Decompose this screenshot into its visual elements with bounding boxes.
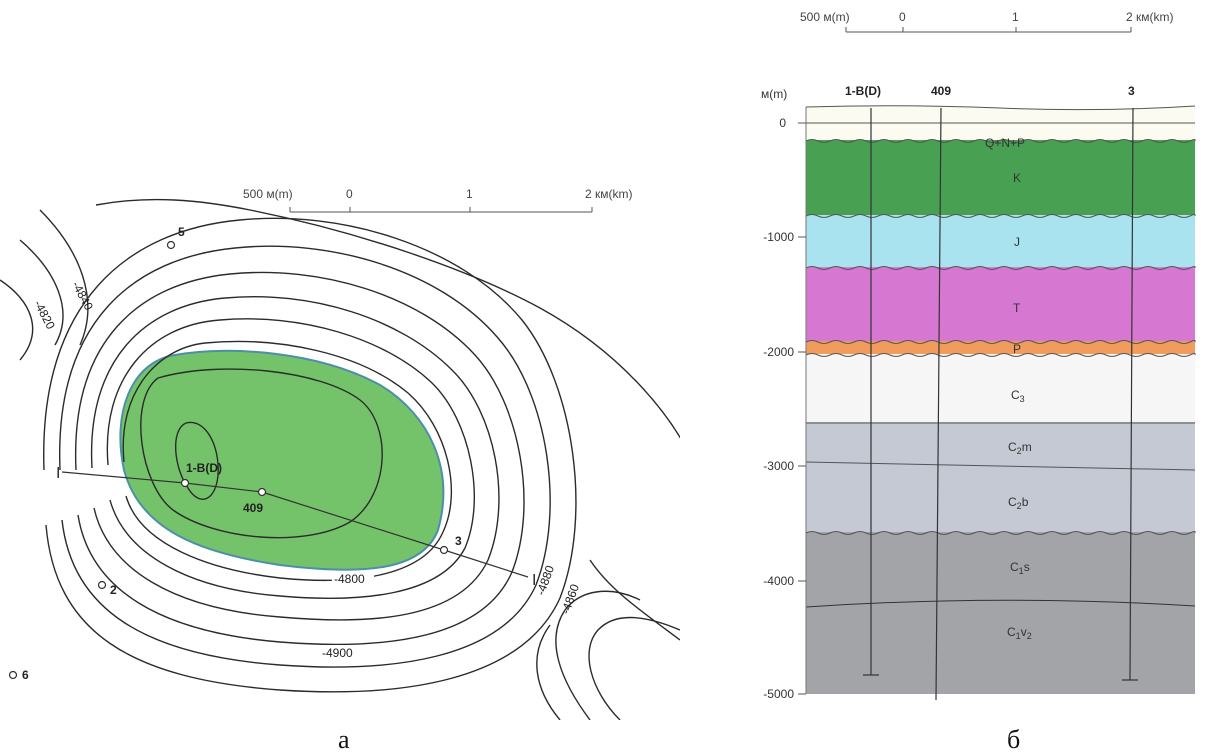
- well-marker-2: [97, 580, 107, 590]
- layer-K: [806, 140, 1195, 217]
- layer-T: [806, 267, 1195, 343]
- map-wells: [8, 240, 449, 680]
- map-scale-right-label: 2 км(km): [585, 187, 633, 201]
- layer-C1s-C1v2: [806, 532, 1195, 694]
- well-marker-6: [8, 670, 18, 680]
- panel-label-a: а: [338, 725, 350, 754]
- depth-tick-label: 0: [779, 116, 786, 130]
- well-label-3: 3: [455, 534, 462, 548]
- well-marker-3: [439, 545, 449, 555]
- depth-axis-unit: м(m): [761, 87, 787, 101]
- contour-label: -4900: [322, 646, 353, 660]
- layer-label-P: P: [1013, 342, 1021, 356]
- depth-tick-label: -4000: [763, 574, 794, 588]
- layer-label-T: T: [1013, 301, 1021, 315]
- well-label-6: 6: [22, 668, 29, 682]
- section-line-end-label: I: [532, 572, 536, 589]
- depth-tick-label: -1000: [763, 230, 794, 244]
- well-trace-409: [935, 107, 942, 701]
- map-scale-tick-1: 1: [466, 187, 473, 201]
- layer-label-K: K: [1013, 171, 1021, 185]
- section-well-label-409: 409: [931, 84, 951, 98]
- contour-lines: [0, 198, 680, 720]
- map-scale-left-label: 500 м(m): [243, 187, 293, 201]
- well-label-2: 2: [110, 583, 117, 597]
- contour-label: -4840: [69, 279, 96, 313]
- layer-label-C1v2: C1v2: [1007, 625, 1032, 641]
- well-marker-5: [166, 240, 176, 250]
- section-scale-left-label: 500 м(m): [800, 10, 850, 24]
- contour-label: -4880: [533, 563, 557, 597]
- layer-label-C2m: C2m: [1008, 440, 1032, 456]
- map-scale-bar: 500 м(m) 0 1 2 км(km): [243, 187, 633, 213]
- depth-tick-label: -5000: [763, 687, 794, 701]
- depth-tick-label: -3000: [763, 459, 794, 473]
- well-label-5: 5: [178, 225, 185, 239]
- oil-zone: [119, 349, 445, 571]
- section-well-label-3: 3: [1128, 84, 1135, 98]
- layer-label-QNP: Q+N+P: [985, 136, 1025, 150]
- layer-label-C2b: C2b: [1008, 495, 1029, 511]
- panel-label-b: б: [1007, 725, 1020, 754]
- depth-tick-label: -2000: [763, 345, 794, 359]
- well-label-1-B-D: 1-B(D): [186, 461, 222, 475]
- structure-map: 500 м(m) 0 1 2 км(km): [0, 187, 680, 754]
- layer-C2m-C2b: [806, 422, 1195, 535]
- layer-label-C1s: C1s: [1010, 560, 1030, 576]
- section-line-start-label: I: [56, 465, 60, 482]
- well-marker-409: [257, 487, 267, 497]
- contour-label: -4820: [31, 298, 58, 332]
- map-scale-tick-0: 0: [346, 187, 353, 201]
- section-scale-tick-0: 0: [899, 10, 906, 24]
- depth-ticks: [798, 122, 806, 695]
- geologic-section: 500 м(m) 0 1 2 км(km): [761, 10, 1196, 754]
- section-wells: [863, 107, 1138, 701]
- section-scale-bar: 500 м(m) 0 1 2 км(km): [800, 10, 1174, 33]
- well-marker-1-B-D: [180, 478, 190, 488]
- layer-P: [806, 341, 1195, 356]
- section-well-label-1-B-D: 1-B(D): [845, 84, 881, 98]
- layer-label-C3: C3: [1011, 388, 1025, 404]
- layer-label-J: J: [1014, 235, 1020, 249]
- contour-label: -4860: [558, 582, 582, 616]
- well-trace-3: [1129, 107, 1134, 681]
- section-scale-tick-1: 1: [1012, 10, 1019, 24]
- section-scale-right-label: 2 км(km): [1126, 10, 1174, 24]
- well-label-409: 409: [243, 501, 263, 515]
- layer-J: [806, 215, 1195, 269]
- contour-label: -4800: [334, 572, 365, 586]
- section-layers: [806, 105, 1195, 694]
- layer-C3: [806, 354, 1195, 424]
- layer-QNP: [806, 105, 1195, 144]
